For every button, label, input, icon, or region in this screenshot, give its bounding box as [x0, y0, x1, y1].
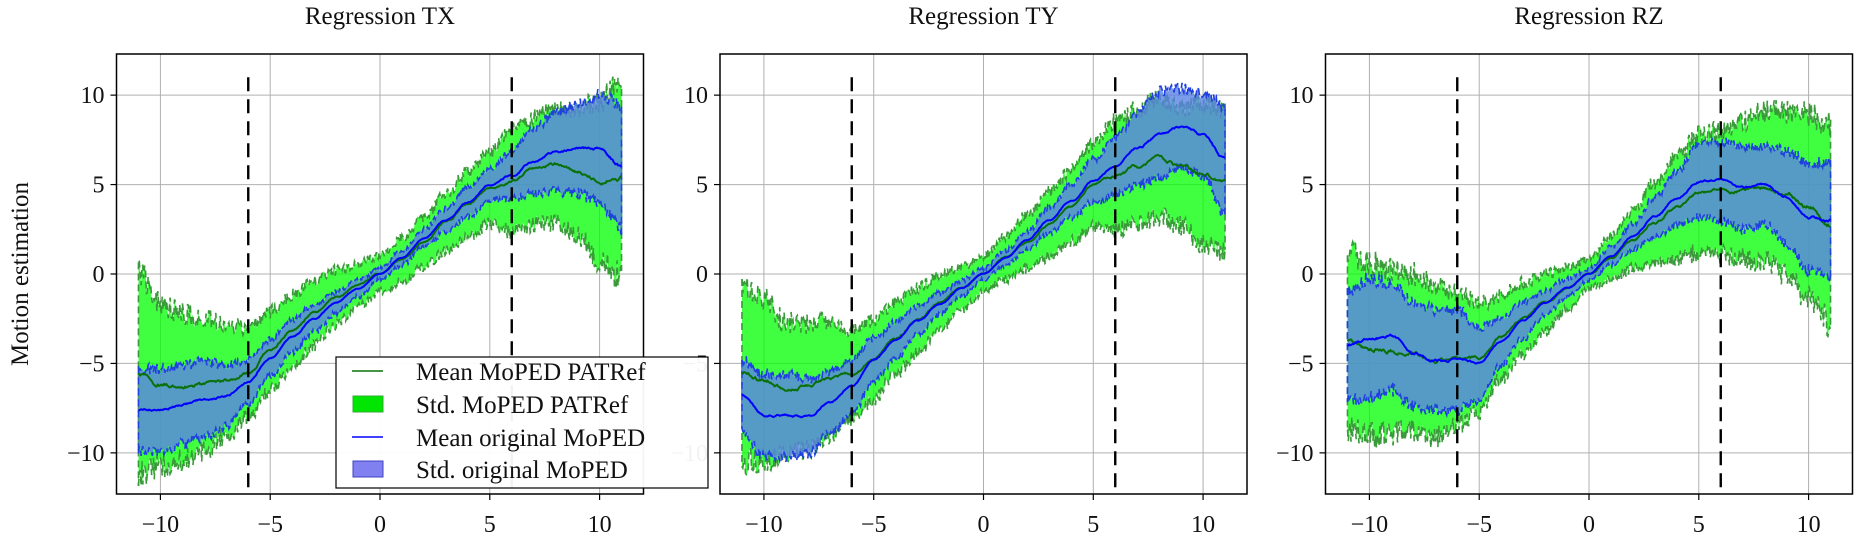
x-tick-label: 5 — [1087, 512, 1099, 538]
panel-regression-rz: −10 −5 0 5 10 −10 −5 0 5 10 Regression RZ — [1276, 3, 1854, 538]
plot-area — [137, 76, 623, 491]
chart-title: Regression TY — [908, 3, 1058, 30]
y-tick-label: 10 — [81, 83, 105, 109]
mean-line-original — [741, 125, 1226, 419]
x-tick-label: 0 — [978, 512, 990, 538]
y-tick-label: 5 — [1302, 173, 1314, 199]
std-band-original — [1347, 137, 1831, 416]
y-tick-label: 0 — [696, 262, 708, 288]
legend-handle-std-original — [352, 460, 384, 478]
y-tick-label: 10 — [684, 83, 708, 109]
legend: Mean MoPED PATRef Std. MoPED PATRef Mean o… — [335, 356, 709, 489]
y-tick-label: 5 — [93, 173, 105, 199]
std-lower-edge-original — [137, 184, 623, 458]
std-lower-edge-patref — [137, 213, 623, 487]
y-tick-label: 0 — [93, 262, 105, 288]
y-tick-label: 5 — [696, 173, 708, 199]
y-tick-label: −5 — [79, 351, 105, 377]
x-tick-label: 5 — [1693, 512, 1705, 538]
x-tick-label: 10 — [1191, 512, 1215, 538]
std-lower-edge-original — [741, 161, 1226, 465]
x-tick-label: −10 — [745, 512, 783, 538]
legend-entry-label: Mean MoPED PATRef — [416, 359, 646, 386]
legend-entry-label: Std. original MoPED — [416, 457, 628, 484]
std-lower-edge-patref — [1346, 242, 1832, 449]
x-tick-label: −5 — [861, 512, 887, 538]
std-lower-edge-original — [1346, 212, 1832, 419]
y-tick-label: −10 — [1276, 441, 1314, 467]
x-tick-label: −5 — [257, 512, 283, 538]
x-tick-label: 10 — [1797, 512, 1821, 538]
std-upper-edge-original — [741, 82, 1226, 385]
legend-handle-std-patref — [352, 395, 384, 413]
x-tick-label: 0 — [374, 512, 386, 538]
panel-regression-tx: −10 −5 0 5 10 −10 −5 0 5 10 Regression TX Motion es… — [7, 3, 645, 538]
legend-entry-label: Std. MoPED PATRef — [416, 392, 629, 419]
chart-title: Regression TX — [305, 3, 455, 30]
y-tick-label: −5 — [1288, 351, 1314, 377]
y-tick-label: 10 — [1290, 83, 1314, 109]
std-upper-edge-original — [137, 89, 623, 376]
mean-line-original — [138, 146, 622, 412]
y-tick-label: −10 — [67, 441, 105, 467]
mean-line-original — [1346, 177, 1832, 365]
plot-area — [741, 77, 1226, 491]
std-upper-edge-patref — [1346, 100, 1832, 312]
std-upper-edge-patref — [741, 89, 1226, 338]
legend-entry-label: Mean original MoPED — [416, 425, 645, 452]
y-axis-label: Motion estimation — [7, 181, 34, 366]
x-tick-label: 10 — [588, 512, 612, 538]
std-lower-edge-patref — [741, 207, 1226, 476]
plot-area — [1346, 77, 1832, 491]
std-upper-edge-original — [1346, 135, 1832, 335]
x-tick-label: 5 — [484, 512, 496, 538]
std-upper-edge-patref — [138, 76, 623, 339]
x-tick-label: −10 — [142, 512, 180, 538]
x-tick-label: 0 — [1583, 512, 1595, 538]
x-tick-label: −10 — [1351, 512, 1389, 538]
x-tick-label: −5 — [1466, 512, 1492, 538]
chart-title: Regression RZ — [1514, 3, 1663, 30]
legend-box — [335, 356, 709, 489]
y-tick-label: 0 — [1302, 262, 1314, 288]
